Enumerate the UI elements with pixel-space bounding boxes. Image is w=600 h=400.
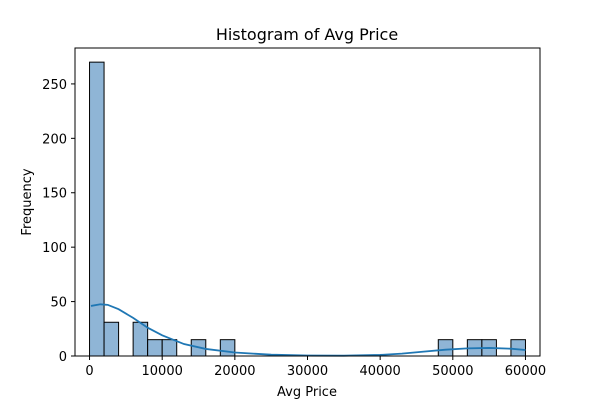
histogram-bar-0 [89,61,105,357]
histogram-bar-2 [132,321,149,357]
x-tick-label-6: 60000 [505,364,546,379]
y-tick-label-4: 200 [42,132,67,147]
x-tick-label-1: 10000 [142,364,183,379]
plot-frame [74,47,541,357]
y-tick-label-2: 100 [42,241,67,256]
bars-group [89,61,526,357]
x-axis-label: Avg Price [277,385,337,400]
kde-line [90,303,526,357]
y-tick-label-3: 150 [42,187,67,202]
histogram-bar-10 [510,339,526,357]
histogram-bar-7 [437,339,454,357]
x-tick-label-0: 0 [85,364,93,379]
chart-title: Histogram of Avg Price [216,25,398,44]
y-tick-label-1: 50 [50,296,67,311]
y-tick-label-5: 250 [42,78,67,93]
y-axis-label: Frequency [20,168,35,235]
histogram-bar-6 [219,339,236,357]
y-tick-label-0: 0 [59,350,67,365]
x-tick-label-5: 50000 [432,364,473,379]
histogram-bar-3 [147,339,163,357]
histogram-bar-1 [103,321,120,357]
x-tick-label-2: 20000 [214,364,255,379]
x-tick-label-3: 30000 [287,364,328,379]
axes-group: 0 10000 20000 30000 40000 50000 60000 0 50 100 150… [42,47,546,379]
histogram-bar-4 [161,339,178,357]
x-tick-label-4: 40000 [359,364,400,379]
